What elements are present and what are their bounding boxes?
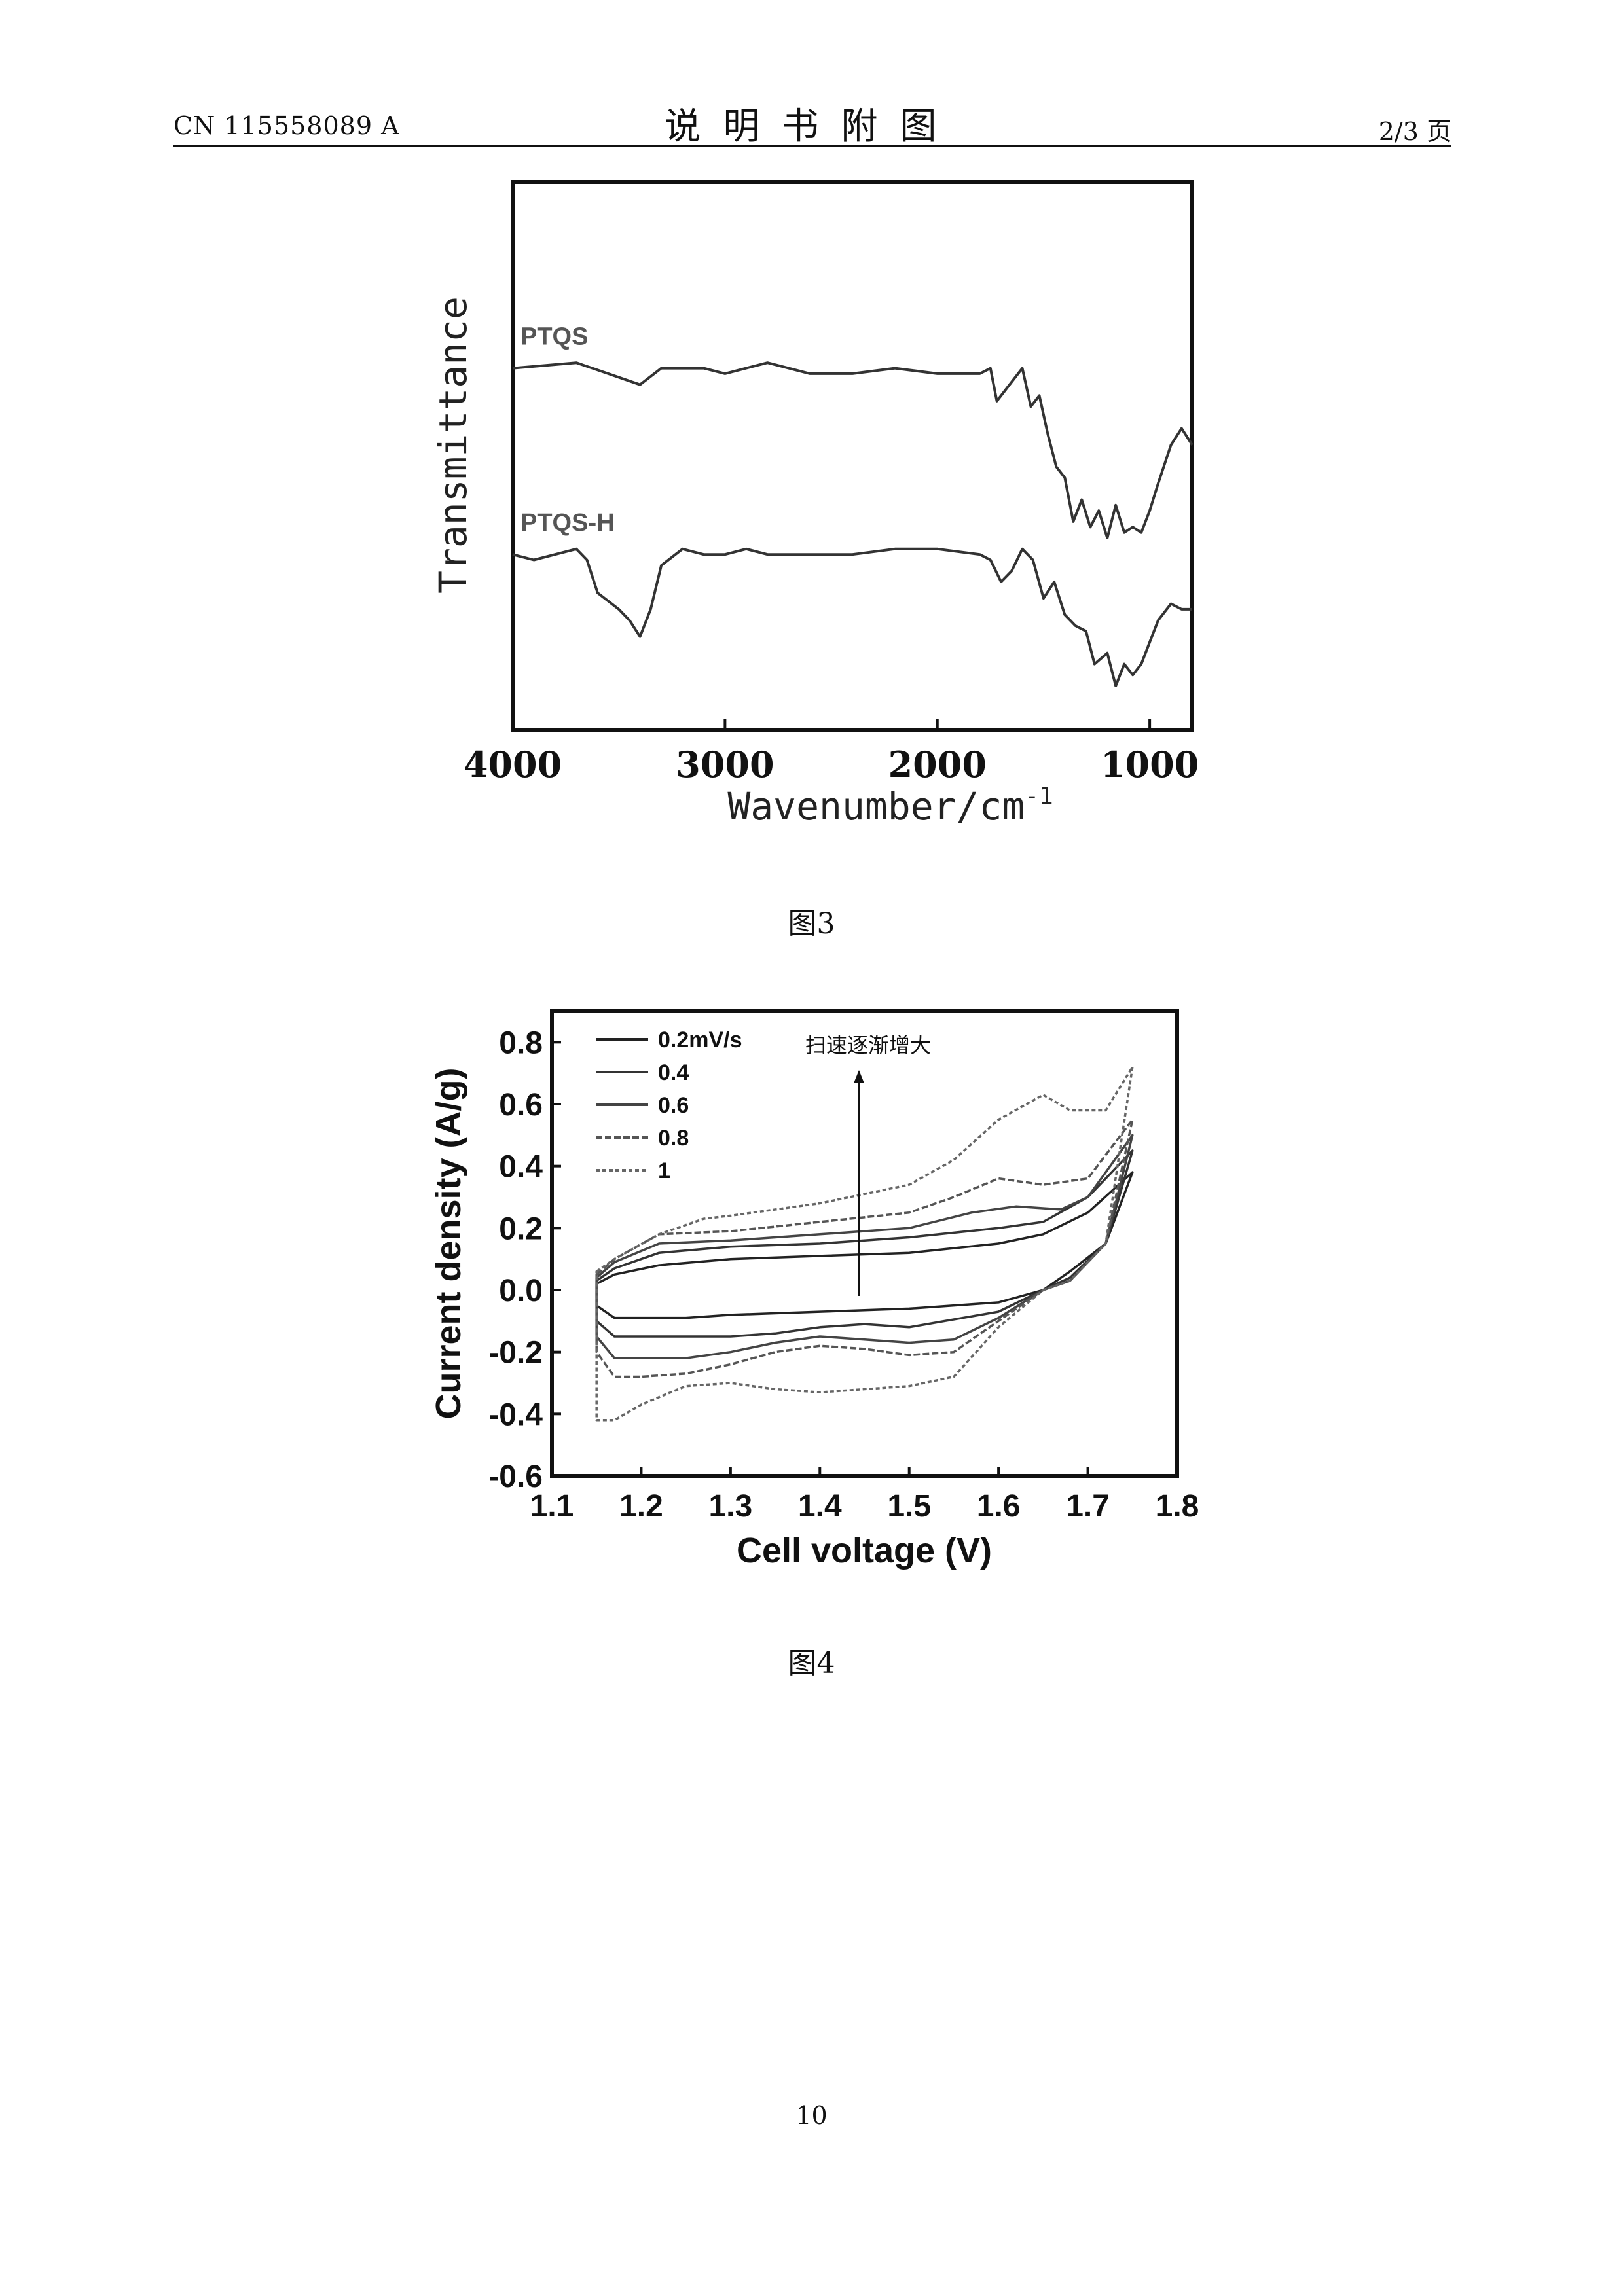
- legend-label: 0.6: [658, 1093, 689, 1118]
- x-axis-label: Cell voltage (V): [737, 1531, 992, 1570]
- y-tick-label: -0.6: [488, 1460, 543, 1494]
- x-tick-label: 1.8: [1156, 1489, 1199, 1524]
- x-tick-label: 1.4: [798, 1489, 842, 1524]
- y-tick-label: 0.4: [499, 1150, 543, 1185]
- series-group: [595, 1066, 1134, 1422]
- x-axis-label: Wavenumber/cm-1: [727, 783, 1053, 829]
- y-tick-label: 0.2: [499, 1211, 543, 1246]
- x-ticks: 4000 3000 2000 1000: [464, 719, 1199, 785]
- annotation-arrowhead: [854, 1070, 864, 1083]
- x-axis-label-text: Wavenumber/cm: [727, 784, 1025, 829]
- y-tick-label: -0.4: [488, 1397, 543, 1432]
- x-tick-label: 1.1: [530, 1489, 574, 1524]
- x-tick-label: 3000: [676, 744, 774, 785]
- page-of-total: 2/3 页: [1378, 117, 1451, 146]
- series-label: PTQS-H: [520, 509, 615, 537]
- cv-chart: 1.1 1.2 1.3 1.4 1.5 1.6 1.7 1.8 -0.6 -0.4 -0.2 0.0 0…: [429, 1009, 1199, 1570]
- x-tick-label: 1.6: [977, 1489, 1021, 1524]
- x-tick-label: 1.7: [1066, 1489, 1110, 1524]
- y-tick-label: 0.8: [499, 1026, 543, 1060]
- legend-label: 0.2mV/s: [658, 1028, 742, 1052]
- figure-3-caption: 图3: [788, 907, 835, 941]
- cv-loop-2: [595, 1149, 1134, 1338]
- figure-4-caption: 图4: [788, 1647, 835, 1680]
- x-tick-label: 2000: [888, 744, 987, 785]
- y-axis-label: Current density (A/g): [429, 1067, 468, 1419]
- series-line-ptqs: [512, 361, 1194, 539]
- x-tick-label: 1.5: [887, 1489, 931, 1524]
- y-tick-label: 0.0: [499, 1274, 543, 1308]
- x-tick-label: 1.3: [708, 1489, 752, 1524]
- document-title: 说明书附图: [664, 105, 959, 148]
- cv-loop-5: [595, 1066, 1134, 1422]
- y-tick-label: 0.6: [499, 1088, 543, 1122]
- cv-loop-1: [595, 1171, 1134, 1319]
- series-labels: PTQS PTQS-H: [520, 323, 615, 537]
- x-tick-label: 4000: [464, 744, 562, 785]
- legend-label: 1: [658, 1158, 670, 1183]
- y-axis-label: Transmittance: [431, 296, 475, 594]
- plot-frame: [511, 180, 1194, 732]
- x-axis-label-superscript: -1: [1025, 783, 1053, 810]
- legend: 0.2mV/s 0.4 0.6 0.8 1: [596, 1028, 742, 1183]
- page-number: 10: [795, 2101, 828, 2130]
- series-line-ptqs-h: [512, 547, 1192, 687]
- cv-loop-4: [595, 1118, 1134, 1378]
- series-group: [512, 361, 1194, 687]
- annotation-text: 扫速逐渐增大: [805, 1033, 931, 1058]
- legend-label: 0.4: [658, 1060, 689, 1085]
- plot-frame: [550, 1009, 1179, 1478]
- ftir-chart: 4000 3000 2000 1000 PTQS PTQS-H Transmittanc…: [431, 180, 1199, 829]
- x-tick-label: 1.2: [619, 1489, 663, 1524]
- axis-ticks: 1.1 1.2 1.3 1.4 1.5 1.6 1.7 1.8 -0.6 -0.4 -0.2 0.0 0…: [488, 1026, 1199, 1524]
- series-label: PTQS: [520, 323, 588, 351]
- document-id: CN 115558089 A: [173, 111, 400, 140]
- x-tick-label: 1000: [1101, 744, 1199, 785]
- y-tick-label: -0.2: [488, 1336, 543, 1371]
- header-rule: [173, 145, 1451, 147]
- legend-label: 0.8: [658, 1126, 689, 1151]
